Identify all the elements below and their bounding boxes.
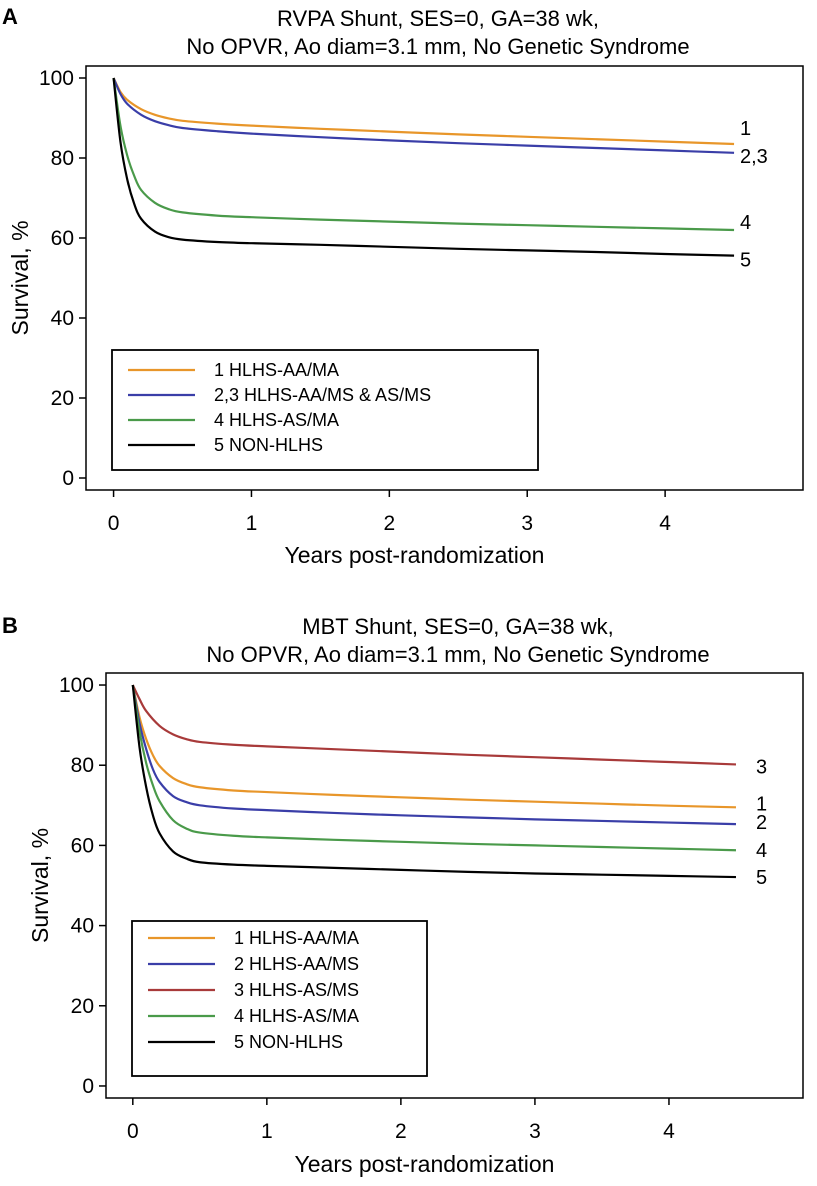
series-end-label: 4 [756,840,767,862]
x-tick-label: 2 [384,512,396,535]
legend-entry: 5 NON-HLHS [234,1032,343,1052]
series-line-2-3 [112,77,735,154]
series-end-label: 3 [756,756,767,778]
series-line-5 [112,77,735,257]
series-end-label: 5 [740,250,751,272]
chart-title-line: MBT Shunt, SES=0, GA=38 wk, [302,614,613,639]
y-tick-label: 100 [39,67,74,90]
series-end-label: 2,3 [740,146,768,168]
series-line-2 [131,684,737,826]
x-axis-label: Years post-randomization [285,542,545,568]
x-tick-label: 1 [246,512,258,535]
legend-entry: 1 HLHS-AA/MA [234,928,359,948]
y-axis-label: Survival, % [27,828,53,943]
legend: 1 HLHS-AA/MA 2,3 HLHS-AA/MS & AS/MS 4 HLHS… [111,349,539,471]
series-end-label: 1 [740,118,751,140]
legend-entry: 4 HLHS-AS/MA [214,410,339,430]
y-tick-label: 40 [51,307,74,330]
y-tick-label: 40 [71,915,94,938]
legend-entry: 1 HLHS-AA/MA [214,360,339,380]
x-tick-label: 4 [663,1120,675,1143]
y-tick-label: 100 [59,674,94,697]
x-tick-label: 1 [261,1120,273,1143]
y-tick-label: 0 [62,467,74,490]
y-tick-label: 60 [71,834,94,857]
chart-title-line: RVPA Shunt, SES=0, GA=38 wk, [277,6,599,31]
series-line-4 [131,684,737,852]
plot-frame [85,65,804,491]
panel-a: A RVPA Shunt, SES=0, GA=38 wk, No OPVR, Ao… [2,4,804,568]
series-line-5 [131,684,736,879]
series-line-1 [112,77,735,146]
legend-entry: 3 HLHS-AS/MS [234,980,359,1000]
x-axis-label: Years post-randomization [295,1151,555,1177]
chart-title-line: No OPVR, Ao diam=3.1 mm, No Genetic Synd… [206,642,709,667]
y-tick-label: 80 [51,147,74,170]
y-axis-label: Survival, % [7,220,33,335]
x-tick-label: 4 [659,512,671,535]
legend-entry: 5 NON-HLHS [214,435,323,455]
x-tick-label: 0 [127,1120,139,1143]
series-end-label: 1 [756,793,767,815]
panel-b: B MBT Shunt, SES=0, GA=38 wk, No OPVR, Ao … [2,613,804,1177]
legend-entry: 4 HLHS-AS/MA [234,1006,359,1026]
x-tick-label: 3 [529,1120,541,1143]
panel-letter: A [2,4,18,29]
series-line-3 [131,684,737,766]
series-line-1 [131,684,737,809]
y-tick-label: 20 [51,387,74,410]
x-tick-label: 2 [395,1120,407,1143]
series-end-label: 4 [740,212,751,234]
y-tick-label: 60 [51,227,74,250]
legend: 1 HLHS-AA/MA 2 HLHS-AA/MS 3 HLHS-AS/MS 4 HL… [131,920,428,1077]
series-line-4 [112,77,735,232]
series-end-label: 5 [756,867,767,889]
y-tick-label: 20 [71,995,94,1018]
series-end-label: 2 [756,812,767,834]
y-tick-label: 80 [71,754,94,777]
legend-entry: 2,3 HLHS-AA/MS & AS/MS [214,385,431,405]
x-tick-label: 3 [521,512,533,535]
panel-letter: B [2,613,18,638]
legend-entry: 2 HLHS-AA/MS [234,954,359,974]
legend-box [131,920,428,1077]
y-tick-label: 0 [82,1075,94,1098]
chart-title-line: No OPVR, Ao diam=3.1 mm, No Genetic Synd… [186,34,689,59]
x-tick-label: 0 [108,512,120,535]
plot-frame [105,672,804,1099]
